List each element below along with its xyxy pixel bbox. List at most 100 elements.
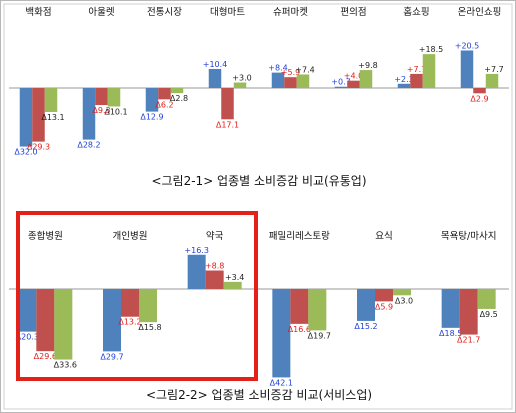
data-label: +20.5 xyxy=(455,41,480,50)
bar xyxy=(18,289,37,332)
data-label: +3.0 xyxy=(232,74,251,83)
bar xyxy=(422,54,436,88)
data-label: Δ18.5 xyxy=(439,329,462,338)
data-label: Δ29.3 xyxy=(27,143,50,152)
data-label: Δ29.6 xyxy=(34,352,57,361)
data-label: +10.4 xyxy=(203,60,228,69)
data-label: Δ2.8 xyxy=(170,94,188,103)
bar xyxy=(107,88,121,107)
data-label: Δ6.2 xyxy=(155,100,173,109)
bar xyxy=(284,77,297,88)
bar xyxy=(347,80,360,88)
bar xyxy=(103,289,121,352)
bar xyxy=(54,289,73,360)
chart1-title: <그림2-1> 업종별 소비증감 비교(유통업) xyxy=(151,174,366,188)
bar xyxy=(145,88,159,112)
category-label: 홈쇼핑 xyxy=(403,6,429,18)
bar xyxy=(95,88,108,106)
bar xyxy=(271,72,285,88)
category-label: 목욕탕/마사지 xyxy=(441,231,497,242)
data-label: Δ29.7 xyxy=(100,352,123,361)
outer-frame xyxy=(3,3,513,410)
category-label: 개인병원 xyxy=(113,231,148,242)
data-label: Δ3.0 xyxy=(395,296,413,305)
data-label: Δ9.3 xyxy=(92,106,110,115)
data-label: Δ20.3 xyxy=(16,333,39,342)
bar xyxy=(441,289,460,328)
bar xyxy=(296,74,310,88)
data-label: +4.0 xyxy=(344,72,363,81)
data-label: Δ10.1 xyxy=(104,107,127,116)
data-label: Δ5.9 xyxy=(375,302,393,311)
bar xyxy=(32,88,45,142)
highlight-box-medical xyxy=(16,211,258,381)
bar xyxy=(334,86,348,88)
bar xyxy=(308,289,327,331)
bar xyxy=(397,83,411,88)
data-label: Δ17.1 xyxy=(216,120,239,129)
bar xyxy=(290,289,309,324)
bar xyxy=(357,289,375,321)
category-label: 백화점 xyxy=(25,6,51,18)
data-label: Δ15.8 xyxy=(138,323,161,332)
data-label: +2.3 xyxy=(394,75,413,84)
category-label: 대형마트 xyxy=(210,7,245,18)
bar xyxy=(221,88,234,120)
data-label: +18.5 xyxy=(419,45,444,54)
data-label: Δ32.0 xyxy=(14,148,37,157)
category-label: 전통시장 xyxy=(147,7,182,18)
data-label: Δ12.9 xyxy=(140,113,163,122)
data-label: +0.7 xyxy=(331,78,350,87)
data-label: Δ13.2 xyxy=(118,318,141,327)
bar xyxy=(410,73,423,88)
data-label: Δ15.2 xyxy=(354,322,377,331)
data-label: Δ28.2 xyxy=(77,141,100,150)
bar xyxy=(359,70,373,88)
data-label: Δ42.1 xyxy=(270,378,293,387)
data-label: Δ33.6 xyxy=(54,361,77,370)
data-label: +8.8 xyxy=(205,262,224,271)
bar xyxy=(139,289,157,323)
category-label: 요식 xyxy=(375,231,392,242)
bar xyxy=(393,289,411,296)
bar xyxy=(459,289,478,335)
bar xyxy=(473,88,486,94)
bar xyxy=(44,88,58,112)
bar xyxy=(36,289,55,352)
data-label: +9.8 xyxy=(358,61,377,70)
bar xyxy=(460,50,474,88)
category-label: 온라인쇼핑 xyxy=(458,7,502,18)
bar xyxy=(82,88,96,140)
bar xyxy=(233,82,247,88)
category-label: 편의점 xyxy=(340,6,366,18)
category-label: 약국 xyxy=(206,230,224,242)
data-label: Δ2.9 xyxy=(470,94,488,103)
category-label: 아울렛 xyxy=(88,7,114,18)
data-label: Δ19.7 xyxy=(308,331,331,340)
data-label: +7.4 xyxy=(295,65,314,74)
data-label: Δ21.7 xyxy=(457,336,480,345)
data-label: Δ9.5 xyxy=(480,310,498,319)
bar xyxy=(477,289,496,309)
bar xyxy=(158,88,171,100)
bar xyxy=(170,88,184,94)
bar xyxy=(485,73,499,88)
category-label: 패밀리레스토랑 xyxy=(269,230,330,242)
category-label: 종합병원 xyxy=(28,231,63,242)
data-label: +7.7 xyxy=(484,65,503,74)
bar xyxy=(187,254,206,289)
data-label: +3.4 xyxy=(225,273,244,282)
data-label: +5.9 xyxy=(281,68,300,77)
bar xyxy=(375,289,393,302)
chart2-title: <그림2-2> 업종별 소비증감 비교(서비스업) xyxy=(146,388,372,402)
data-label: Δ16.6 xyxy=(288,325,311,334)
data-label: +7.7 xyxy=(407,65,426,74)
bar xyxy=(223,281,242,289)
data-label: +8.4 xyxy=(268,64,287,73)
bar xyxy=(272,289,291,378)
bar xyxy=(208,68,222,88)
